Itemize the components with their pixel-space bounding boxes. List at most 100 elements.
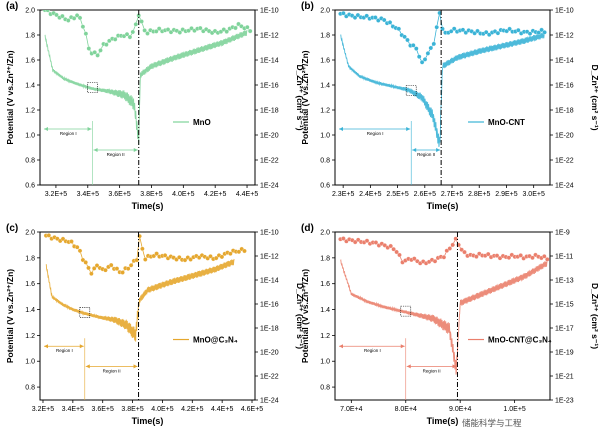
diffusion-point [182,257,188,263]
plot-frame [39,9,256,186]
diffusion-point [66,18,71,23]
y-tick-label: 1.4 [25,83,35,90]
diffusion-point [77,248,83,254]
y2-axis-title: D_Zn²⁺ (cm² s⁻¹) [590,64,600,130]
x-axis-title: Time(s) [427,201,459,211]
diffusion-point [447,246,453,251]
diffusion-point [224,29,229,34]
diffusion-point [128,263,134,268]
diffusion-point [46,233,52,238]
diffusion-point [92,50,97,55]
diffusion-point [539,27,544,33]
y2-tick-label: 1E-16 [260,83,279,90]
region1-label: Region I [60,131,77,136]
y2-tick-label: 1E-15 [555,302,574,309]
diffusion-point [373,15,378,20]
diffusion-point [154,251,159,256]
diffusion-point [341,10,346,16]
diffusion-point [69,239,74,244]
diffusion-point [394,249,399,255]
diffusion-point [518,253,523,258]
y2-tick-label: 1E-20 [260,133,279,140]
diffusion-point [527,31,533,36]
x-tick-label: 1.0E+5 [503,406,525,413]
x-tick-label: 2.6E+5 [414,191,436,198]
region2-arrow-head-left [85,364,90,369]
region2-arrow-head-left [412,148,417,152]
y-tick-label: 0.8 [320,385,330,392]
panel-label: (a) [6,1,18,12]
y-tick-label: 0.8 [320,158,330,165]
plot-frame [334,231,551,401]
y2-tick-label: 1E-9 [555,230,570,237]
y2-tick-label: 1E-19 [555,350,574,357]
legend-label: MnO-CNT@C₃N₄ [488,336,552,345]
x-tick-label: 4.4E+5 [211,406,233,413]
panel-0: (a) 0.6 0.8 1.0 1.2 1.4 1.6 1.8 2.0 3.2E+5 3.4E+5 3… [5,1,305,211]
region1-arrow-head-left [339,127,343,131]
x-tick-label: 3.6E+5 [108,191,130,198]
diffusion-point [373,240,379,245]
y-tick-label: 0.6 [320,183,330,190]
y-axis-title: Potential (V vs.Zn²⁺/Zn) [300,50,310,144]
diffusion-point [45,10,50,13]
x-tick-label: 3.2E+5 [45,191,67,198]
diffusion-point [60,13,65,19]
diffusion-point [213,255,219,261]
diffusion-point [450,242,455,248]
diffusion-point [133,22,139,27]
diffusion-point [236,249,242,255]
region2-arrow-head-left [406,364,411,369]
diffusion-point [145,31,150,36]
diffusion-point [83,31,89,36]
diffusion-point [411,43,416,48]
x-tick-label: 3.8E+5 [121,406,143,413]
diffusion-point [86,46,92,51]
y2-tick-label: 1E-13 [555,278,574,285]
panel-1: (b) 0.6 0.8 1.0 1.2 1.4 1.6 1.8 2.0 2.3E+5 2.4E+5 2… [300,1,600,211]
diffusion-point [341,236,346,241]
diffusion-point [77,15,83,21]
diffusion-point [125,266,131,271]
diffusion-point [247,28,253,34]
region1-arrow-head-right [406,127,411,131]
x-axis-title: Time(s) [427,416,459,426]
region2-label: Region II [417,152,435,157]
legend-label: MnO-CNT [488,118,525,127]
plot-frame [39,231,256,401]
y-tick-label: 1.6 [25,58,35,65]
y-tick-label: 1.0 [320,359,330,366]
x-tick-label: 3.0E+5 [522,191,544,198]
diffusion-point [114,266,120,271]
diffusion-point [54,12,59,18]
y-tick-label: 1.2 [25,333,35,340]
legend-label: MnO [193,118,211,127]
diffusion-point [104,42,109,47]
diffusion-point [444,248,450,253]
diffusion-point [198,25,203,31]
y2-tick-label: 1E-18 [555,108,574,115]
y-tick-label: 1.6 [25,281,35,288]
x-tick-label: 4.0E+5 [151,406,173,413]
diffusion-point [98,48,103,53]
diffusion-point [139,19,144,24]
potential-line [45,258,235,342]
diffusion-point [86,265,91,271]
region2-arrow-head-right [436,148,441,152]
y-tick-label: 0.8 [25,385,35,392]
y2-tick-label: 1E-17 [555,326,574,333]
x-tick-label: 4.2E+5 [181,406,203,413]
diffusion-point [396,26,402,32]
diffusion-point [530,255,535,261]
diffusion-point [506,255,512,260]
diffusion-point [103,267,108,273]
y-tick-label: 1.2 [320,333,330,340]
panel-2: (c) 0.8 1.0 1.2 1.4 1.6 1.8 2.0 3.2E+5 3.4E+5 3.6E… [5,223,305,426]
x-tick-label: 7.0E+4 [340,406,362,413]
diffusion-point [388,243,393,249]
y2-tick-label: 1E-10 [555,8,574,15]
x-tick-label: 2.9E+5 [495,191,517,198]
diffusion-point [425,51,431,56]
y2-tick-label: 1E-22 [260,374,279,381]
y-tick-label: 2.0 [320,8,330,15]
